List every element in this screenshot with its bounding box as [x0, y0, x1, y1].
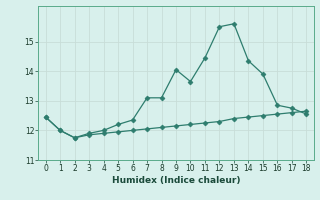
- X-axis label: Humidex (Indice chaleur): Humidex (Indice chaleur): [112, 176, 240, 185]
